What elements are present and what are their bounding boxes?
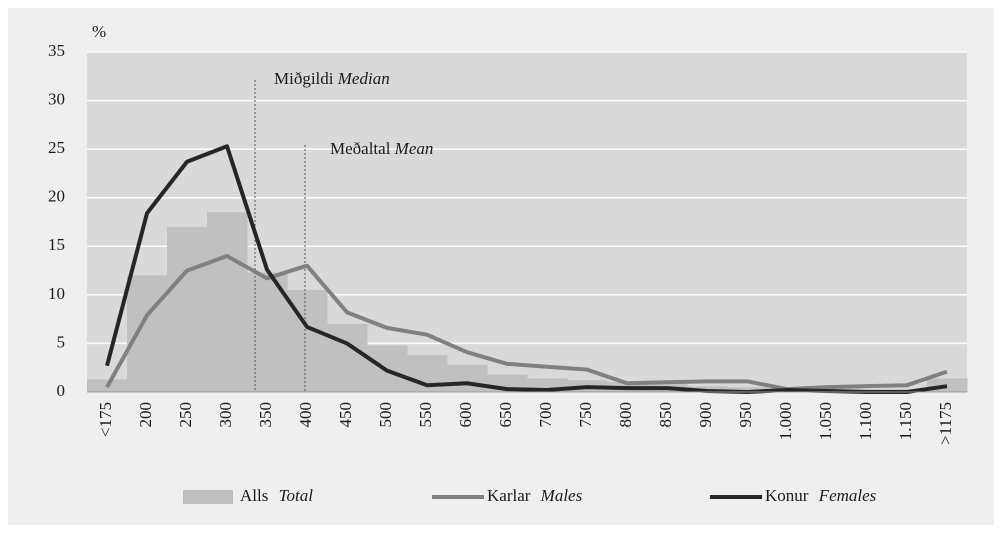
legend-name-en: Females (818, 486, 877, 505)
x-tick-label: 350 (256, 402, 275, 428)
bar (127, 275, 168, 392)
x-tick-label: 850 (656, 402, 675, 428)
x-tick-label: 700 (536, 402, 555, 428)
legend-label: Konur Females (765, 486, 877, 505)
x-tick-label: 500 (376, 402, 395, 428)
annotation-text: Miðgildi (274, 69, 334, 88)
line (105, 144, 948, 394)
x-tick-label: <175 (96, 402, 115, 437)
legend-name: Karlar (487, 486, 531, 505)
bar (327, 324, 368, 392)
x-tick-label: 1.000 (776, 402, 795, 440)
legend-label: Karlar Males (487, 486, 583, 505)
legend: Alls Total Karlar Males Konur Females (183, 486, 877, 505)
legend-label: Alls Total (240, 486, 313, 505)
x-tick-label: 300 (216, 402, 235, 428)
x-tick-label: 550 (416, 402, 435, 428)
grid (87, 51, 967, 393)
x-tick-label: 950 (736, 402, 755, 428)
legend-name-en: Males (540, 486, 583, 505)
legend-name: Konur (765, 486, 809, 505)
annotation-text: Median (337, 69, 390, 88)
annotation: Miðgildi Median (274, 69, 390, 88)
bar (167, 226, 208, 392)
x-tick-label: 450 (336, 402, 355, 428)
x-tick-label: 900 (696, 402, 715, 428)
y-tick-label: 0 (57, 381, 66, 400)
y-tick-label: 20 (48, 187, 65, 206)
x-tick-label: 400 (296, 402, 315, 428)
legend-name: Alls (240, 486, 268, 505)
y-tick-label: 30 (48, 89, 65, 108)
y-tick-label: 5 (57, 332, 66, 351)
x-tick-label: 600 (456, 402, 475, 428)
annotation: Meðaltal Mean (330, 139, 433, 158)
x-tick-label: 750 (576, 402, 595, 428)
x-tick-label: 250 (176, 402, 195, 428)
bar (727, 387, 768, 392)
x-tick-label: >1175 (936, 402, 955, 445)
x-tick-label: 650 (496, 402, 515, 428)
x-tick-label: 1.050 (816, 402, 835, 440)
line (105, 254, 948, 392)
legend-name-en: Total (279, 486, 314, 505)
bar (447, 364, 488, 392)
y-tick-label: 10 (48, 284, 65, 303)
y-tick-label: 35 (48, 41, 65, 60)
y-axis-label: % (92, 22, 106, 41)
y-tick-label: 25 (48, 138, 65, 157)
annotation-text: Mean (394, 139, 434, 158)
lines (105, 144, 948, 394)
annotation-text: Meðaltal (330, 139, 391, 158)
y-tick-label: 15 (48, 235, 65, 254)
x-tick-label: 1.100 (856, 402, 875, 440)
legend-swatch (183, 490, 233, 504)
x-tick-label: 1.150 (896, 402, 915, 440)
x-tick-label: 200 (136, 402, 155, 428)
bar (207, 212, 248, 392)
x-tick-label: 800 (616, 402, 635, 428)
